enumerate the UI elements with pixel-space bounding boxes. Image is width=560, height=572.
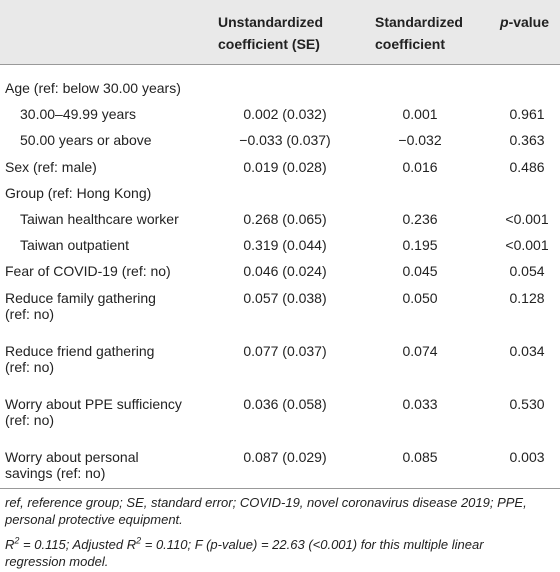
- row-label: Sex (ref: male): [5, 158, 97, 175]
- header-italic: p: [500, 14, 509, 30]
- cell-value: 0.016: [402, 158, 438, 175]
- header-text: Unstandardized: [218, 14, 324, 30]
- row-label: Fear of COVID-19 (ref: no): [5, 263, 171, 280]
- cell-value: 0.003: [509, 448, 545, 465]
- row-label: Worry about PPE sufficiency: [5, 395, 182, 412]
- footnote-part: 2: [136, 535, 142, 546]
- cell-value: 0.319 (0.044): [243, 237, 327, 254]
- cell-value: 0.034: [509, 342, 545, 359]
- footnote-part: R: [5, 537, 15, 552]
- cell-value: 0.363: [509, 132, 545, 149]
- cell-value: <0.001: [505, 237, 549, 254]
- header-text: -value: [508, 14, 550, 30]
- row-label: Reduce friend gathering: [5, 342, 155, 359]
- cell-value: 0.268 (0.065): [243, 211, 327, 227]
- row-label: (ref: no): [5, 411, 55, 428]
- bottom-rule: [0, 488, 560, 489]
- cell-value: 0.085: [402, 448, 438, 465]
- row-label: savings (ref: no): [5, 464, 106, 481]
- row-label: Taiwan healthcare worker: [20, 211, 179, 227]
- cell-value: 0.087 (0.029): [243, 448, 327, 465]
- cell-value: 0.961: [509, 106, 545, 123]
- cell-value: 0.530: [509, 395, 545, 412]
- cell-value: 0.045: [402, 263, 438, 280]
- cell-value: <0.001: [505, 211, 549, 227]
- row-label: 50.00 years or above: [20, 132, 152, 149]
- footnote: personal protective equipment.: [5, 512, 183, 527]
- header-text: coefficient (SE): [218, 36, 320, 52]
- footnote: ref, reference group; SE, standard error…: [5, 495, 527, 510]
- footnote: R2 = 0.115; Adjusted R2 = 0.110; F (p-va…: [5, 535, 484, 553]
- header-rule: [0, 64, 560, 65]
- cell-value: 0.002 (0.032): [243, 106, 327, 123]
- cell-value: 0.486: [509, 158, 545, 175]
- cell-value: 0.050: [402, 289, 438, 306]
- header-background: [0, 0, 560, 64]
- row-label: Reduce family gathering: [5, 289, 156, 306]
- header-text: p-value: [500, 14, 549, 30]
- row-label: Age (ref: below 30.00 years): [5, 80, 181, 96]
- cell-value: −0.032: [398, 132, 442, 149]
- footnote: regression model.: [5, 554, 108, 570]
- row-label: Group (ref: Hong Kong): [5, 184, 152, 201]
- row-label: (ref: no): [5, 305, 55, 322]
- cell-value: 0.195: [402, 237, 438, 254]
- footnote-part: = 0.115; Adjusted R: [19, 537, 137, 552]
- cell-value: 0.033: [402, 395, 438, 412]
- row-label: (ref: no): [5, 358, 55, 375]
- cell-value: 0.074: [402, 342, 438, 359]
- cell-value: 0.001: [402, 106, 438, 123]
- cell-value: 0.036 (0.058): [243, 395, 327, 412]
- footnote-part: regression model.: [5, 554, 109, 569]
- cell-value: 0.054: [509, 263, 545, 280]
- footnote-part: = 0.110; F (p-value) = 22.63 (<0.001) fo…: [141, 537, 484, 552]
- header-text: coefficient: [375, 36, 446, 52]
- row-label: Worry about personal: [5, 448, 139, 465]
- cell-value: 0.077 (0.037): [243, 342, 327, 359]
- cell-value: −0.033 (0.037): [239, 132, 331, 149]
- header-text: Standardized: [375, 14, 463, 30]
- cell-value: 0.236: [402, 211, 438, 227]
- cell-value: 0.019 (0.028): [243, 158, 327, 175]
- footnote-part: 2: [14, 535, 20, 546]
- cell-value: 0.128: [509, 289, 545, 306]
- cell-value: 0.057 (0.038): [243, 289, 327, 306]
- cell-value: 0.046 (0.024): [243, 263, 327, 280]
- row-label: Taiwan outpatient: [20, 237, 129, 254]
- row-label: 30.00–49.99 years: [20, 106, 136, 123]
